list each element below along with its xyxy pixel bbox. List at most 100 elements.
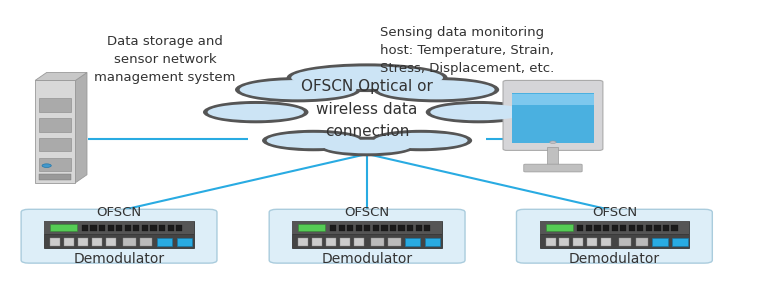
Bar [620,225,626,231]
Bar [587,239,598,246]
Bar [39,158,71,171]
Text: OFSCN: OFSCN [97,206,141,219]
Bar [157,238,172,246]
Bar [312,239,323,246]
Ellipse shape [235,77,361,102]
Bar [673,238,688,246]
Text: OFSCN Optical or
wireless data
connection: OFSCN Optical or wireless data connectio… [301,80,433,139]
FancyBboxPatch shape [524,164,582,172]
Bar [388,239,400,246]
FancyBboxPatch shape [503,80,603,150]
Bar [671,225,677,231]
Ellipse shape [286,63,448,92]
Bar [406,238,421,246]
Bar [330,225,336,231]
Bar [82,225,88,231]
Bar [176,225,182,231]
Ellipse shape [323,140,411,153]
Ellipse shape [291,66,443,89]
Bar [548,147,558,167]
Bar [601,239,611,246]
Bar [586,225,592,231]
Bar [372,225,379,231]
Bar [559,239,570,246]
Bar [106,239,116,246]
Bar [424,225,430,231]
Bar [619,239,631,246]
Bar [545,224,573,231]
Ellipse shape [266,133,360,148]
Bar [292,221,442,234]
Bar [347,225,353,231]
Bar [339,239,349,246]
Bar [637,225,644,231]
Bar [44,221,194,234]
Bar [611,225,617,231]
Bar [39,118,71,132]
Bar [339,225,345,231]
FancyBboxPatch shape [516,209,713,263]
Ellipse shape [373,77,499,102]
Bar [64,239,74,246]
Bar [512,94,594,105]
Bar [353,239,364,246]
Bar [603,225,609,231]
Bar [364,225,370,231]
Bar [298,224,326,231]
Bar [539,221,690,248]
Bar [629,225,635,231]
Bar [142,225,148,231]
Bar [390,225,396,231]
Ellipse shape [203,101,309,123]
Bar [92,239,101,246]
Bar [99,225,105,231]
Ellipse shape [430,104,527,120]
Bar [425,238,440,246]
Bar [646,225,652,231]
Bar [326,239,336,246]
Bar [177,238,192,246]
Ellipse shape [374,133,468,148]
Bar [51,239,60,246]
FancyBboxPatch shape [22,209,217,263]
Bar [573,239,584,246]
Bar [39,138,71,151]
Ellipse shape [425,101,531,123]
Bar [51,224,78,231]
Bar [356,225,362,231]
Bar [167,225,174,231]
FancyBboxPatch shape [269,209,465,263]
Bar [39,174,71,180]
Text: OFSCN: OFSCN [345,206,389,219]
Polygon shape [35,80,75,183]
Polygon shape [35,72,87,80]
Polygon shape [75,72,87,183]
Ellipse shape [207,104,304,120]
Bar [44,221,194,248]
Bar [123,239,135,246]
Bar [663,225,669,231]
Ellipse shape [262,130,365,151]
Bar [116,225,122,231]
Bar [134,225,140,231]
Bar [39,98,71,112]
Bar [539,221,690,234]
Ellipse shape [378,80,495,99]
Bar [292,235,442,248]
Text: Demodulator: Demodulator [74,252,164,266]
Circle shape [42,164,51,167]
Ellipse shape [319,137,415,156]
Bar [292,221,442,248]
Bar [653,238,668,246]
Bar [78,239,88,246]
Bar [371,239,383,246]
Bar [578,225,584,231]
Circle shape [550,141,556,144]
Text: Sensing data monitoring
host: Temperature, Strain,
Stress, Displacement, etc.: Sensing data monitoring host: Temperatur… [380,26,554,75]
Bar [108,225,114,231]
Ellipse shape [369,130,472,151]
Bar [594,225,601,231]
Bar [635,239,647,246]
Bar [382,225,388,231]
Bar [539,235,690,248]
